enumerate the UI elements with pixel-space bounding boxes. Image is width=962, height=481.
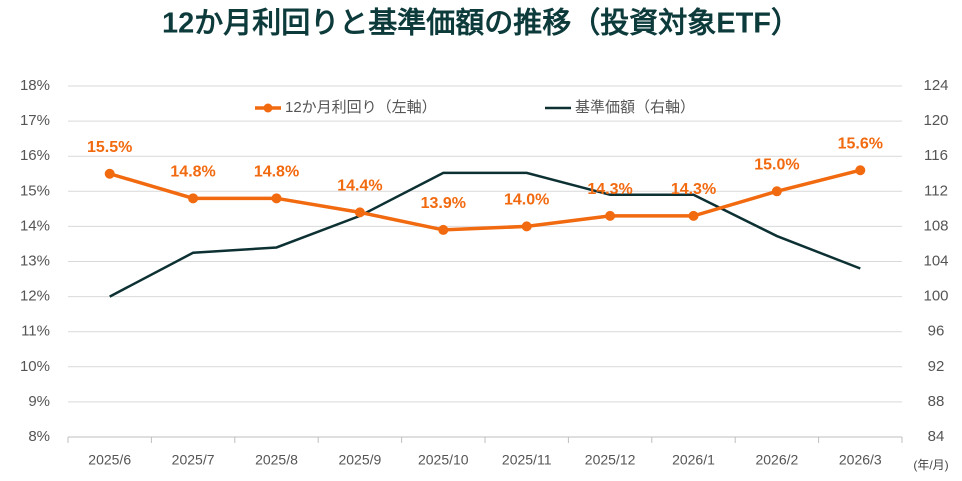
legend-label: 12か月利回り（左軸） <box>285 99 437 116</box>
point <box>688 210 699 221</box>
y2-tick-label: 104 <box>923 252 948 269</box>
y2-tick-label: 116 <box>924 147 948 164</box>
x-tick-label: 2025/12 <box>585 452 636 468</box>
y2-tick-label: 100 <box>923 288 948 305</box>
point <box>438 224 449 235</box>
point <box>605 210 616 221</box>
point <box>188 193 199 204</box>
x-axis-label: (年/月) <box>913 458 948 472</box>
data-label: 14.8% <box>254 164 299 181</box>
y-tick-label: 13% <box>20 252 50 269</box>
y-tick-label: 9% <box>28 393 50 410</box>
x-tick-label: 2025/8 <box>255 452 298 468</box>
data-label: 14.4% <box>337 178 382 195</box>
x-tick-label: 2025/9 <box>338 452 381 468</box>
y2-tick-label: 112 <box>924 182 948 199</box>
chart-title: 12か月利回りと基準価額の推移（投資対象ETF） <box>162 6 800 40</box>
y2-tick-label: 120 <box>923 112 948 129</box>
y-tick-label: 10% <box>20 358 50 375</box>
data-label: 14.3% <box>587 181 632 198</box>
point <box>271 193 282 204</box>
point <box>354 207 365 218</box>
y-tick-label: 12% <box>20 288 50 305</box>
data-label: 14.0% <box>504 192 549 209</box>
series-line <box>109 168 861 232</box>
y2-tick-label: 124 <box>923 77 948 94</box>
data-label: 15.5% <box>87 139 132 156</box>
y-tick-label: 16% <box>20 147 50 164</box>
data-label: 13.9% <box>421 195 466 212</box>
y-tick-label: 14% <box>20 217 50 234</box>
y2-tick-label: 96 <box>928 323 945 340</box>
x-tick-label: 2025/6 <box>88 452 131 468</box>
data-label: 15.0% <box>754 157 799 174</box>
legend-marker <box>263 103 273 113</box>
series-line <box>109 171 861 298</box>
y2-tick-label: 84 <box>928 428 945 445</box>
y-tick-label: 11% <box>21 323 50 340</box>
y-tick-label: 15% <box>20 182 50 199</box>
x-tick-label: 2026/3 <box>839 452 882 468</box>
point <box>855 165 866 176</box>
y-tick-label: 18% <box>20 77 50 94</box>
point <box>771 186 782 197</box>
y2-tick-label: 92 <box>928 358 945 375</box>
y2-tick-label: 108 <box>923 217 948 234</box>
data-label: 14.3% <box>671 181 716 198</box>
legend-label: 基準価額（右軸） <box>575 99 695 116</box>
data-label: 14.8% <box>170 164 215 181</box>
x-tick-label: 2026/1 <box>672 452 715 468</box>
point <box>104 168 115 179</box>
point <box>521 221 532 232</box>
x-tick-label: 2025/7 <box>172 452 215 468</box>
y2-tick-label: 88 <box>928 393 945 410</box>
x-tick-label: 2025/11 <box>502 452 552 468</box>
x-tick-label: 2026/2 <box>755 452 798 468</box>
y-tick-label: 8% <box>28 428 50 445</box>
data-label: 15.6% <box>838 135 883 152</box>
x-tick-label: 2025/10 <box>418 452 469 468</box>
y-tick-label: 17% <box>20 112 50 129</box>
